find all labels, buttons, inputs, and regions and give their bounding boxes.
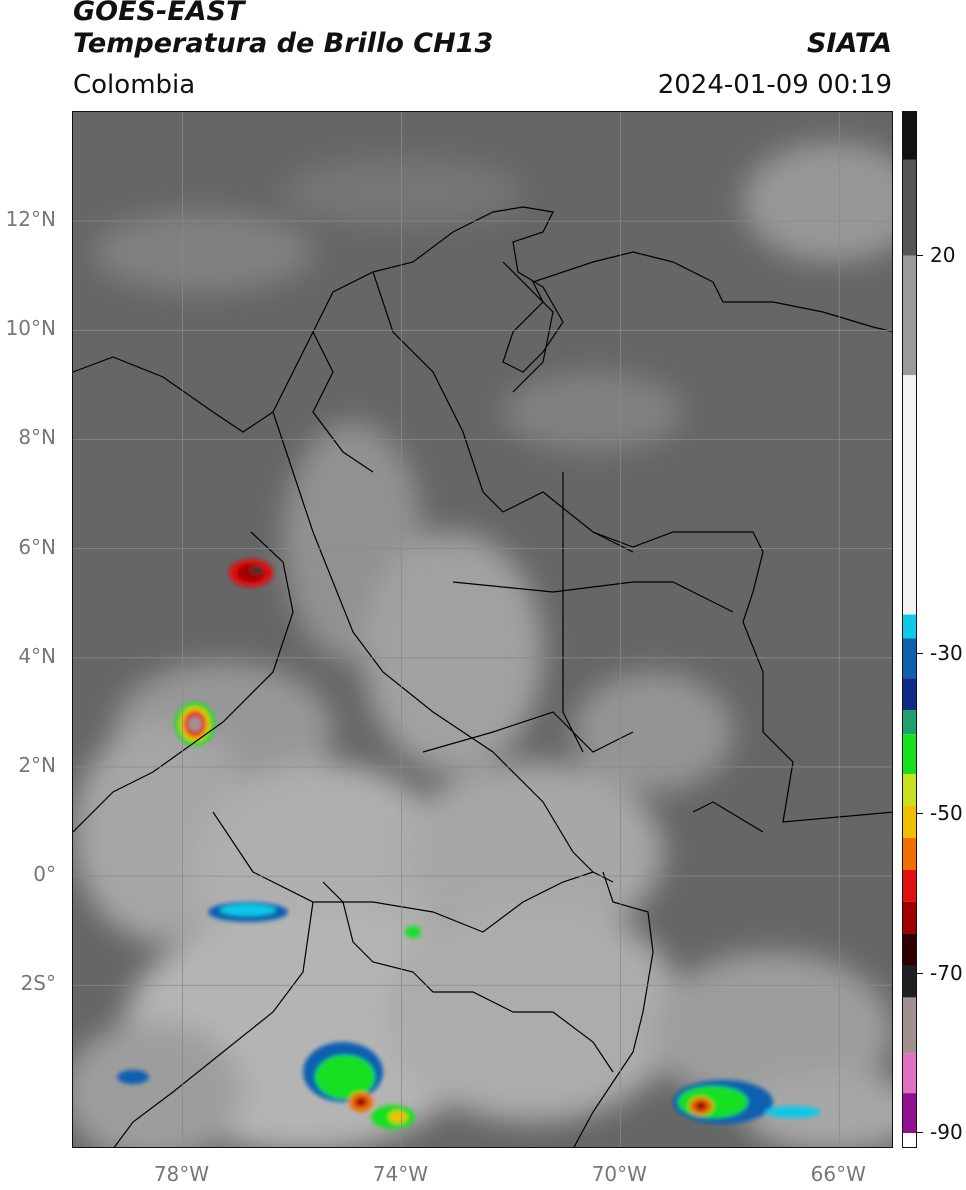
colorbar-tick-label: -50 [930,800,963,825]
colorbar-tick-label: 20 [930,242,956,267]
colorbar-segment [903,614,916,639]
lat-tick-label: 10°N [5,316,56,341]
colorbar-segment [903,933,916,966]
colorbar-tick [917,812,923,814]
colorbar-segment [903,869,916,902]
lat-tick-label: 12°N [5,207,56,232]
lat-tick-label: 4°N [18,643,56,668]
colorbar-tick [917,653,923,655]
lat-tick-label: 6°N [18,534,56,559]
colorbar-segment [903,638,916,679]
colorbar-tick [917,972,923,974]
colorbar-segment [903,375,916,615]
colorbar [902,111,917,1149]
lat-tick-label: 2°N [18,752,56,777]
source-label: SIATA [806,28,892,59]
colorbar-tick-label: -70 [930,960,963,985]
region-label: Colombia [73,70,196,100]
colorbar-segment [903,159,916,256]
colorbar-segment [903,734,916,775]
lon-tick-label: 70°W [591,1162,647,1186]
lat-tick-label: 2S° [20,971,56,996]
colorbar-segment [903,805,916,838]
lon-tick-label: 74°W [372,1162,429,1186]
cloud-field [73,112,892,1147]
colorbar-tick [917,254,923,256]
colorbar-segment [903,997,916,1054]
colorbar-segment [903,678,916,711]
title-product: Temperatura de Brillo CH13 [73,28,494,59]
colorbar-segment [903,1093,916,1134]
boundaries [73,206,892,1147]
colorbar-segment [903,965,916,998]
colorbar-segment [903,837,916,870]
datetime-label: 2024-01-09 00:19 [657,70,892,100]
satellite-map[interactable] [72,111,893,1148]
colorbar-segment [903,255,916,376]
graticule [73,112,892,1147]
lat-tick-label: 0° [33,862,56,887]
title-satellite: GOES-EAST [73,0,245,27]
colorbar-tick-label: -90 [930,1120,963,1145]
colorbar-segment [903,1133,916,1149]
colorbar-segment [903,1053,916,1094]
lon-tick-label: 78°W [153,1162,210,1186]
lon-tick-label: 66°W [810,1162,866,1186]
lat-tick-label: 8°N [18,425,56,450]
colorbar-tick-label: -30 [930,641,963,666]
colorbar-segment [903,901,916,934]
colorbar-segment [903,710,916,735]
colorbar-tick [917,1132,923,1134]
colorbar-segment [903,774,916,806]
colorbar-segment [903,112,916,160]
